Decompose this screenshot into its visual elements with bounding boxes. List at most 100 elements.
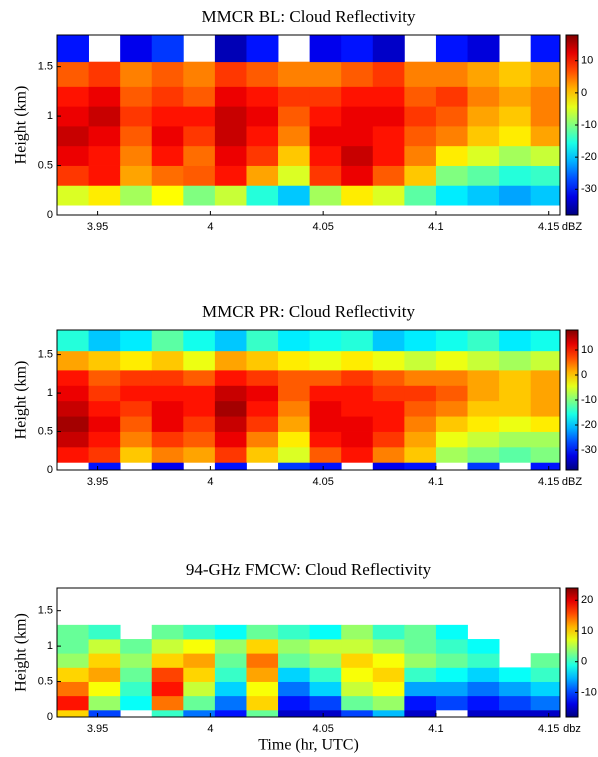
heatmap-cell: [151, 330, 184, 352]
heatmap-cell: [341, 125, 374, 147]
heatmap-cell: [88, 106, 121, 127]
heatmap-cell: [214, 400, 247, 417]
heatmap-cell: [57, 185, 89, 206]
heatmap-cell: [435, 695, 468, 711]
heatmap-cell: [467, 639, 500, 654]
x-tick-label: 4.1: [428, 476, 443, 488]
heatmap-cell: [57, 61, 89, 87]
heatmap-cell: [467, 330, 500, 352]
heatmap-cell: [88, 400, 121, 417]
heatmap-cell: [183, 185, 216, 206]
heatmap-cell: [467, 106, 500, 127]
heatmap-cell: [309, 145, 342, 166]
heatmap-cell: [309, 639, 342, 654]
heatmap-cell: [372, 35, 405, 63]
heatmap-cell: [57, 624, 89, 640]
heatmap-cell: [467, 350, 500, 371]
heatmap-cell: [309, 446, 342, 463]
heatmap-cell: [246, 416, 279, 432]
heatmap-cell: [499, 400, 532, 417]
heatmap-cell: [88, 145, 121, 166]
heatmap-cell: [183, 695, 216, 711]
heatmap-cell: [278, 165, 311, 186]
heatmap-cell: [57, 653, 89, 668]
heatmap-cell: [183, 400, 216, 417]
heatmap-cell: [246, 350, 279, 371]
heatmap-cell: [57, 330, 89, 352]
heatmap-cell: [120, 165, 153, 186]
heatmap-cell: [183, 653, 216, 668]
heatmap-cell: [404, 667, 437, 682]
heatmap-cell: [57, 446, 89, 463]
heatmap-cell: [341, 446, 374, 463]
heatmap-cell: [309, 35, 342, 63]
heatmap-cell: [372, 330, 405, 352]
heatmap-cell: [435, 165, 468, 186]
heatmap-cell: [151, 145, 184, 166]
colorbar-tick-label: 10: [581, 344, 593, 356]
heatmap-cell: [57, 35, 89, 63]
heatmap-cell: [341, 185, 374, 206]
heatmap-cell: [309, 165, 342, 186]
heatmap-cell: [151, 350, 184, 371]
heatmap-cell: [278, 681, 311, 697]
heatmap-cell: [120, 86, 153, 107]
heatmap-cell: [151, 431, 184, 448]
heatmap-cell: [404, 61, 437, 87]
heatmap-cell: [372, 639, 405, 654]
heatmap-cell: [404, 145, 437, 166]
heatmap-cell: [530, 165, 561, 186]
heatmap-cell: [372, 667, 405, 682]
x-axis-label: Time (hr, UTC): [258, 737, 359, 754]
heatmap-cell: [151, 106, 184, 127]
heatmap-cell: [246, 370, 279, 386]
heatmap-cell: [372, 106, 405, 127]
heatmap-cell: [309, 86, 342, 107]
heatmap-cell: [57, 639, 89, 654]
heatmap-cell: [120, 667, 153, 682]
heatmap-cell: [372, 446, 405, 463]
heatmap-cell: [341, 695, 374, 711]
heatmap-cell: [341, 145, 374, 166]
heatmap-cell: [435, 35, 468, 63]
heatmap-cell: [120, 385, 153, 402]
heatmap-cell: [183, 125, 216, 147]
heatmap-cell: [214, 431, 247, 448]
colorbar-tick-label: -30: [581, 444, 597, 456]
heatmap-cell: [57, 400, 89, 417]
heatmap-cell: [57, 667, 89, 682]
heatmap-cell: [404, 106, 437, 127]
heatmap-cell: [341, 35, 374, 63]
heatmap-cell: [151, 35, 184, 63]
plot-frame: [56, 587, 561, 718]
heatmap-cell: [88, 416, 121, 432]
heatmap-cell: [151, 462, 184, 471]
heatmap-cell: [404, 350, 437, 371]
heatmap-cell: [88, 165, 121, 186]
heatmap-cell: [120, 106, 153, 127]
heatmap-cell: [214, 624, 247, 640]
heatmap-cell: [151, 709, 184, 718]
heatmap-cell: [530, 330, 561, 352]
heatmap-cell: [530, 61, 561, 87]
heatmap-cell: [341, 667, 374, 682]
heatmap-cell: [341, 86, 374, 107]
heatmap-cell: [278, 61, 311, 87]
heatmap-cell: [57, 350, 89, 371]
heatmap-cell: [435, 145, 468, 166]
heatmap-cell: [467, 35, 500, 63]
heatmap-cell: [214, 416, 247, 432]
heatmap-cell: [309, 709, 342, 718]
heatmap-cell: [372, 145, 405, 166]
heatmap-cell: [404, 86, 437, 107]
heatmap-cell: [183, 106, 216, 127]
heatmap-cell: [278, 653, 311, 668]
heatmap-cell: [278, 462, 311, 471]
heatmap-cell: [278, 709, 311, 718]
heatmap-cell: [435, 185, 468, 206]
heatmap-cell: [341, 624, 374, 640]
x-tick-label: 4.05: [312, 221, 333, 233]
heatmap-cell: [530, 185, 561, 206]
heatmap-cell: [214, 106, 247, 127]
heatmap-cell: [530, 86, 561, 107]
